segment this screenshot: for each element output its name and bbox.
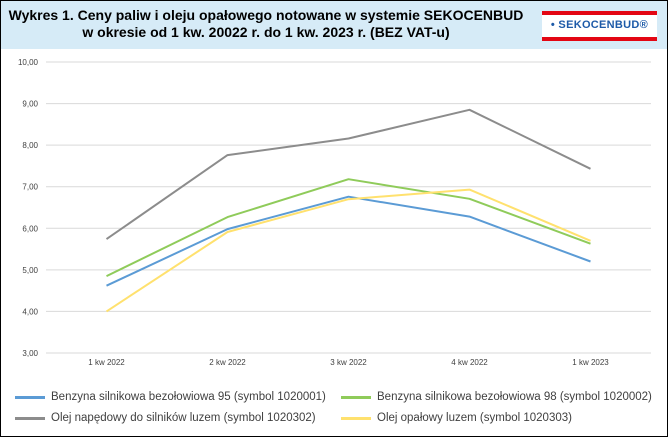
- legend-label: Olej napędowy do silników luzem (symbol …: [51, 412, 316, 424]
- legend-swatch: [15, 416, 45, 420]
- legend-item-3: Olej napędowy do silników luzem (symbol …: [15, 409, 316, 427]
- legend-label: Benzyna silnikowa bezołowiowa 95 (symbol…: [51, 391, 326, 403]
- y-tick-label: 6,00: [22, 224, 38, 233]
- logo-bottom-stripe: [542, 37, 657, 41]
- legend-label: Benzyna silnikowa bezołowiowa 98 (symbol…: [377, 391, 652, 403]
- chart-title: Wykres 1. Ceny paliw i oleju opałowego n…: [1, 7, 531, 41]
- chart-header: Wykres 1. Ceny paliw i oleju opałowego n…: [1, 1, 667, 49]
- legend-swatch: [341, 395, 371, 399]
- legend: Benzyna silnikowa bezołowiowa 95 (symbol…: [1, 382, 667, 436]
- chart-title-line-2: w okresie od 1 kw. 20022 r. do 1 kw. 202…: [82, 24, 450, 40]
- legend-label: Olej opałowy luzem (symbol 1020303): [377, 412, 572, 424]
- series-lines: [105, 108, 591, 313]
- series-line-1: [106, 195, 591, 287]
- y-tick-label: 4,00: [22, 307, 38, 316]
- logo-text: • SEKOCENBUD®: [550, 19, 649, 31]
- y-tick-label: 8,00: [22, 141, 38, 150]
- logo-top-stripe: [542, 11, 657, 15]
- legend-swatch: [341, 416, 371, 420]
- grid-lines: [46, 61, 651, 354]
- chart-title-line-1: Wykres 1. Ceny paliw i oleju opałowego n…: [8, 7, 524, 23]
- y-tick-label: 3,00: [22, 349, 38, 358]
- x-tick-label: 1 kw 2022: [88, 358, 125, 367]
- series-line-3: [105, 108, 591, 240]
- x-tick-label: 1 kw 2023: [572, 358, 609, 367]
- legend-item-4: Olej opałowy luzem (symbol 1020303): [341, 409, 572, 427]
- legend-item-1: Benzyna silnikowa bezołowiowa 95 (symbol…: [15, 388, 326, 406]
- y-tick-label: 10,00: [18, 58, 39, 67]
- x-tick-label: 3 kw 2022: [330, 358, 367, 367]
- legend-item-2: Benzyna silnikowa bezołowiowa 98 (symbol…: [341, 388, 652, 406]
- x-tick-label: 4 kw 2022: [451, 358, 488, 367]
- series-line-4: [105, 188, 591, 313]
- legend-swatch: [15, 395, 45, 399]
- x-axis-tick-labels: 1 kw 2022 2 kw 2022 3 kw 2022 4 kw 2022 1 kw…: [88, 358, 609, 367]
- sekocenbud-logo: • SEKOCENBUD®: [542, 11, 657, 41]
- y-axis-tick-labels: 3,00 4,00 5,00 6,00 7,00 8,00 9,00 10,00: [18, 58, 39, 358]
- y-tick-label: 9,00: [22, 100, 38, 109]
- y-tick-label: 5,00: [22, 266, 38, 275]
- line-chart: 3,00 4,00 5,00 6,00 7,00 8,00 9,00 10,00 1 kw 2…: [18, 58, 651, 367]
- x-tick-label: 2 kw 2022: [209, 358, 246, 367]
- y-tick-label: 7,00: [22, 183, 38, 192]
- series-line-2: [106, 178, 591, 277]
